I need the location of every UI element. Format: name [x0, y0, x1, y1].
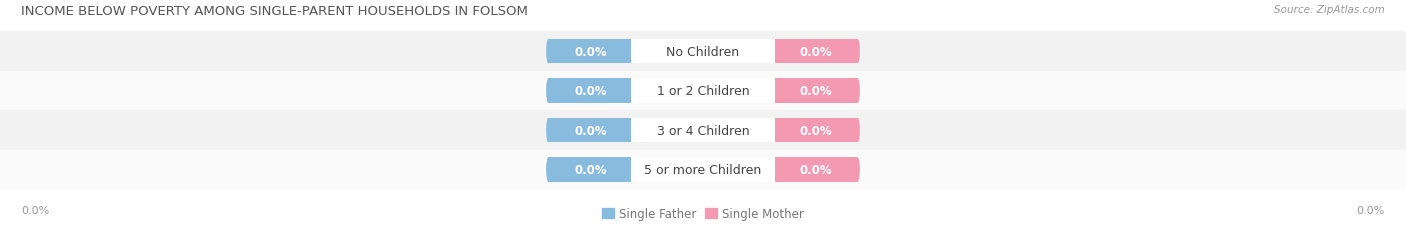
Bar: [548, 79, 633, 103]
Text: 0.0%: 0.0%: [574, 46, 607, 58]
Text: 0.0%: 0.0%: [799, 163, 832, 176]
Text: 0.0%: 0.0%: [21, 205, 49, 215]
Bar: [0, 150, 1406, 189]
Text: 0.0%: 0.0%: [799, 46, 832, 58]
Circle shape: [855, 40, 860, 64]
Bar: [548, 158, 633, 182]
Bar: [633, 79, 773, 103]
Text: 3 or 4 Children: 3 or 4 Children: [657, 124, 749, 137]
Bar: [631, 158, 634, 182]
Text: 0.0%: 0.0%: [799, 85, 832, 98]
Bar: [548, 40, 633, 64]
Circle shape: [546, 79, 551, 103]
Bar: [0, 32, 1406, 72]
Text: 0.0%: 0.0%: [799, 124, 832, 137]
Bar: [0, 72, 1406, 111]
Text: INCOME BELOW POVERTY AMONG SINGLE-PARENT HOUSEHOLDS IN FOLSOM: INCOME BELOW POVERTY AMONG SINGLE-PARENT…: [21, 5, 529, 18]
Bar: [631, 118, 634, 143]
Bar: [772, 79, 775, 103]
Bar: [772, 40, 775, 64]
Text: No Children: No Children: [666, 46, 740, 58]
Text: 5 or more Children: 5 or more Children: [644, 163, 762, 176]
Bar: [633, 118, 773, 143]
Bar: [631, 79, 634, 103]
Bar: [633, 158, 773, 182]
Text: 0.0%: 0.0%: [574, 85, 607, 98]
Bar: [773, 158, 858, 182]
Circle shape: [855, 118, 860, 143]
Bar: [0, 111, 1406, 150]
Bar: [631, 40, 634, 64]
Circle shape: [546, 118, 551, 143]
Bar: [773, 118, 858, 143]
Text: Source: ZipAtlas.com: Source: ZipAtlas.com: [1274, 5, 1385, 15]
Bar: [773, 40, 858, 64]
Circle shape: [546, 158, 551, 182]
Text: 0.0%: 0.0%: [574, 124, 607, 137]
Text: 0.0%: 0.0%: [1357, 205, 1385, 215]
Circle shape: [855, 79, 860, 103]
Circle shape: [546, 40, 551, 64]
Text: 1 or 2 Children: 1 or 2 Children: [657, 85, 749, 98]
Legend: Single Father, Single Mother: Single Father, Single Mother: [598, 203, 808, 225]
Circle shape: [855, 158, 860, 182]
Bar: [548, 118, 633, 143]
Bar: [772, 158, 775, 182]
Bar: [773, 79, 858, 103]
Text: 0.0%: 0.0%: [574, 163, 607, 176]
Bar: [633, 40, 773, 64]
Bar: [772, 118, 775, 143]
